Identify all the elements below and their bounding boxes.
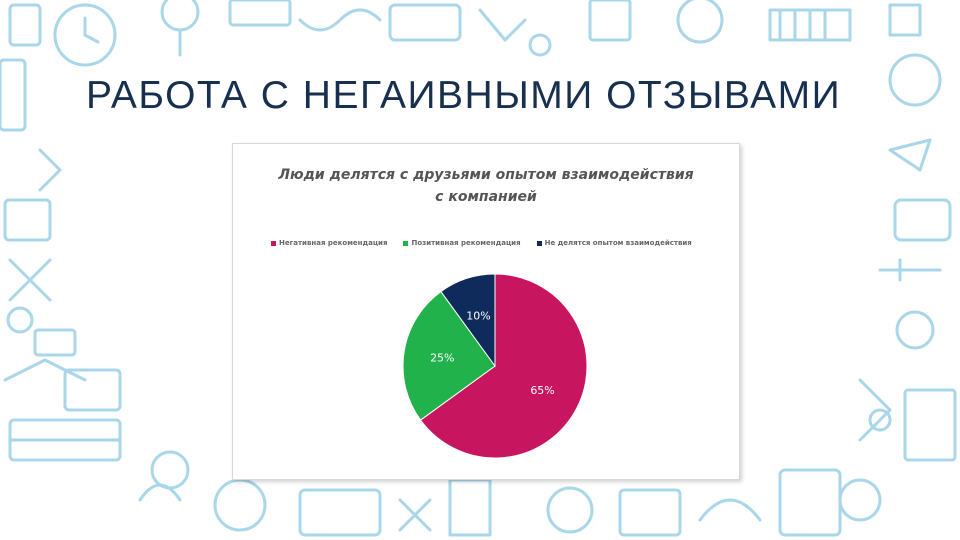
pie-slice-positive xyxy=(402,290,496,421)
legend-label-none: Не делятся опытом взаимодействия xyxy=(544,239,692,247)
pie-slice-none xyxy=(440,273,496,368)
legend-label-positive: Позитивная рекомендация xyxy=(411,239,521,247)
slide-title: РАБОТА С НЕГАИВНЫМИ ОТЗЫВАМИ xyxy=(86,74,842,117)
legend-swatch-none xyxy=(536,240,542,246)
data-label-negative: 65% xyxy=(530,384,554,397)
legend-label-negative: Негативная рекомендация xyxy=(279,239,388,247)
legend-item-negative: Негативная рекомендация xyxy=(271,239,387,247)
pie-plot-area: 65% 25% 10% xyxy=(402,273,588,459)
legend-item-positive: Позитивная рекомендация xyxy=(403,239,521,247)
chart-legend: Негативная рекомендация Позитивная реком… xyxy=(271,239,731,247)
legend-item-none: Не делятся опытом взаимодействия xyxy=(536,239,692,247)
pie-slice-negative xyxy=(419,273,588,459)
legend-swatch-negative xyxy=(271,240,276,246)
chart-title: Люди делятся с друзьями опытом взаимодей… xyxy=(233,164,739,208)
pie-chart-frame: Люди делятся с друзьями опытом взаимодей… xyxy=(232,143,740,480)
chart-title-line-1: Люди делятся с друзьями опытом взаимодей… xyxy=(278,167,694,183)
data-label-positive: 25% xyxy=(430,352,454,365)
chart-title-line-2: с компанией xyxy=(435,189,537,205)
data-label-none: 10% xyxy=(466,309,490,322)
legend-swatch-positive xyxy=(403,240,409,246)
